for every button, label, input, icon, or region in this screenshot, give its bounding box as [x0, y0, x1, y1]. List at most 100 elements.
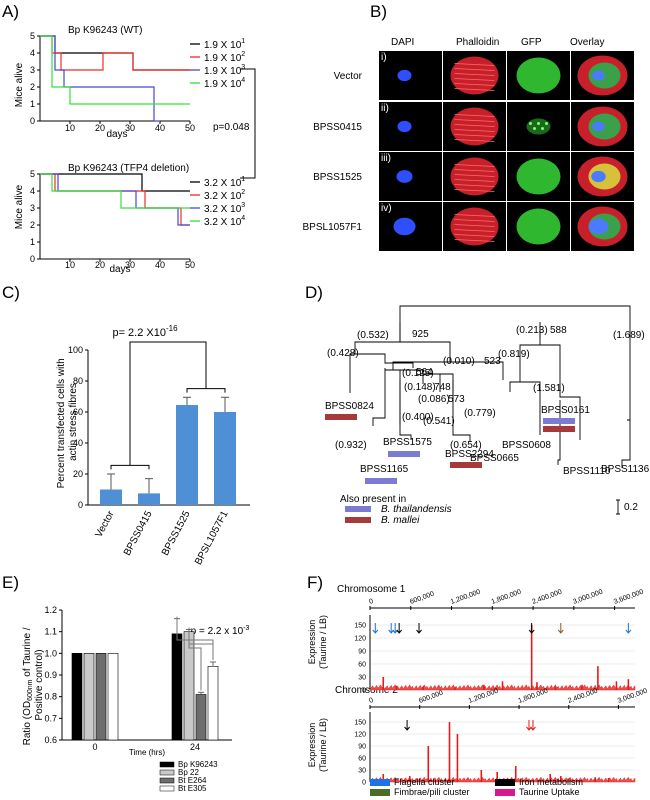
- legend-label: 1.9 X 101: [204, 38, 245, 51]
- gene-marker-arrow: [625, 623, 632, 634]
- panel-label-c: C): [2, 283, 20, 302]
- y-tick-label: 100: [68, 345, 83, 355]
- stress-fibre-chart: Percent transfected cells with actin str…: [56, 324, 250, 567]
- y-tick-label: 3: [30, 65, 35, 75]
- branch-label: (0.428): [327, 348, 359, 359]
- branch-label: 573: [448, 394, 465, 405]
- x-tick-label: 0: [368, 697, 374, 705]
- legend-label: 1.9 X 103: [204, 64, 245, 77]
- y-tick-label: 1.2: [44, 605, 57, 615]
- tree-labels: (0.532) 925 (0.213) 588 (1.689) (0.428) (0.010…: [325, 325, 650, 484]
- y-tick-label: 4: [30, 186, 35, 196]
- branch-label: (0.932): [335, 440, 367, 451]
- survival-line: [40, 173, 190, 209]
- stress-fibre: [454, 224, 495, 227]
- y-tick-label: 2: [30, 220, 35, 230]
- comparison-bracket: [176, 616, 214, 660]
- overlay-nucleus: [591, 170, 606, 183]
- x-tick-label: 50: [185, 123, 195, 133]
- legend-label: Bt E305: [178, 784, 207, 793]
- gfp-signal: [516, 158, 561, 195]
- nucleus: [397, 120, 412, 133]
- gene-marker-arrow: [396, 623, 403, 634]
- y-tick-label: 0: [362, 780, 366, 787]
- x-tick-label: 1,200,000: [450, 589, 482, 606]
- survival-chart-tfp4: Bp K96243 (TFP4 deletion) Mice alive day…: [14, 163, 195, 275]
- leaf-label: BPSS2294: [445, 449, 494, 460]
- x-tick-label: 10: [65, 123, 75, 133]
- stress-fibre: [454, 124, 495, 127]
- gfp-signal: [516, 57, 561, 94]
- significance-bracket: [129, 341, 207, 466]
- bar: [107, 653, 119, 741]
- leaf-label: BPSS1575: [383, 437, 432, 448]
- survival-line: [40, 173, 190, 192]
- stress-fibre: [454, 169, 495, 172]
- branch-label: (0.010): [443, 356, 475, 367]
- micrograph: [516, 208, 561, 245]
- legend-swatch-mallei: [345, 517, 371, 523]
- branch-label: (0.819): [498, 349, 530, 360]
- gfp-image: [507, 102, 570, 151]
- y-tick-label: 1: [30, 237, 35, 247]
- micrograph: [397, 120, 412, 133]
- y-tick-label: 120: [354, 636, 366, 643]
- bar: [195, 694, 207, 741]
- phalloidin-image: [443, 51, 506, 100]
- branch-label: 523: [484, 356, 501, 367]
- gfp-spot: [529, 122, 532, 125]
- micrograph: [450, 207, 499, 246]
- stress-fibre: [454, 83, 495, 86]
- y-tick-label: 2: [30, 82, 35, 92]
- y-tick-label: 1.1: [44, 627, 57, 637]
- chart-title-wt: Bp K96243 (WT): [68, 25, 142, 36]
- x-tick-label: 3,000,000: [572, 589, 604, 606]
- stress-fibre: [454, 184, 495, 187]
- chromosome-2-track: 0 600,000 1,200,000 1,800,000 2,400,000 3,000…: [354, 688, 648, 787]
- gene-marker-arrow: [530, 720, 536, 731]
- legend-swatch: [159, 761, 175, 768]
- branch-label: (1.689): [613, 330, 645, 341]
- legend-label: Bp K96243: [178, 760, 218, 769]
- stress-fibre: [454, 214, 495, 217]
- y-tick-label: 0: [362, 688, 366, 695]
- group-bracket: [110, 464, 150, 470]
- x-tick-label: 3,600,000: [613, 589, 645, 606]
- y-tick-label: 120: [354, 732, 366, 739]
- branch-label: (0.086): [418, 394, 450, 405]
- y-tick-label: 0: [78, 500, 83, 510]
- presence-bar: [388, 451, 420, 457]
- y-tick-label: 150: [354, 720, 366, 727]
- y-tick-label: 0.7: [44, 713, 57, 723]
- legend-label: Iron metabolism: [519, 777, 583, 787]
- row-label: Vector: [333, 71, 362, 82]
- x-axis-label-wt: days: [106, 129, 127, 140]
- presence-bar: [450, 462, 482, 468]
- column-header-dapi: DAPI: [391, 37, 415, 48]
- row-index: iii): [381, 153, 391, 164]
- legend-swatch: [159, 769, 175, 776]
- stress-fibre: [454, 114, 495, 117]
- legend: Flagella cluster Iron metabolism Fimbrae/p…: [370, 777, 583, 797]
- gene-marker-arrow: [528, 623, 535, 634]
- legend-label: 1.9 X 104: [204, 77, 245, 90]
- phalloidin-image: [443, 202, 506, 251]
- legend-label: 3.2 X 101: [204, 176, 245, 189]
- y-axis-label: Percent transfected cells with actin str…: [56, 356, 79, 489]
- stress-fibre: [454, 219, 495, 222]
- stress-fibre: [454, 63, 495, 66]
- leaf-label: BPSS1110: [563, 466, 611, 477]
- stress-fibre: [454, 179, 495, 182]
- branch-label: (1.581): [533, 383, 565, 394]
- legend-label: Bp 22: [178, 768, 199, 777]
- micrograph: [577, 106, 628, 147]
- bar: [138, 493, 160, 505]
- phalloidin-image: [443, 152, 506, 201]
- leaf-label: BPSS1165: [360, 464, 409, 475]
- leaf-label: BPSS0161: [541, 405, 590, 416]
- nucleus: [396, 170, 413, 183]
- row-index: ii): [381, 103, 389, 114]
- leaf-label: BPSS0665: [470, 453, 519, 464]
